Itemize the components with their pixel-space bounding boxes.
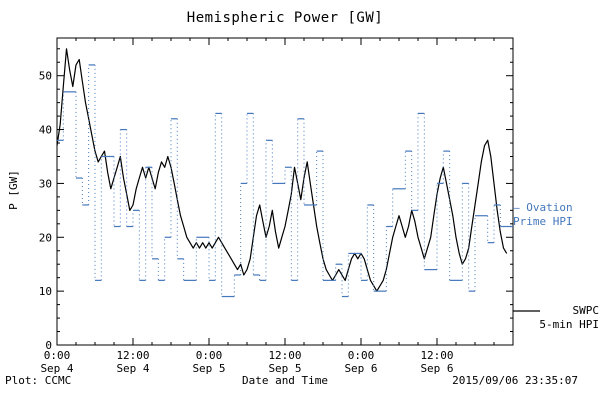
- svg-text:50: 50: [39, 70, 52, 83]
- svg-text:Sep 6: Sep 6: [420, 362, 453, 375]
- legend-ovation-line1: – Ovation: [513, 201, 573, 214]
- svg-text:12:00: 12:00: [268, 349, 301, 362]
- svg-text:Sep 4: Sep 4: [40, 362, 73, 375]
- svg-text:0:00: 0:00: [196, 349, 223, 362]
- svg-text:0: 0: [45, 339, 52, 352]
- svg-text:10: 10: [39, 285, 52, 298]
- svg-text:12:00: 12:00: [420, 349, 453, 362]
- legend-swpc: SWPC 5-min HPI: [513, 304, 599, 332]
- svg-text:30: 30: [39, 177, 52, 190]
- svg-text:20: 20: [39, 231, 52, 244]
- svg-text:Sep 6: Sep 6: [344, 362, 377, 375]
- svg-text:Sep 4: Sep 4: [116, 362, 149, 375]
- legend-ovation-line2: Prime HPI: [513, 215, 573, 228]
- svg-text:Sep 5: Sep 5: [192, 362, 225, 375]
- svg-text:0:00: 0:00: [44, 349, 71, 362]
- footer-timestamp: 2015/09/06 23:35:07: [452, 374, 578, 387]
- legend-ovation: – Ovation Prime HPI: [513, 201, 599, 229]
- svg-text:0:00: 0:00: [348, 349, 375, 362]
- svg-text:12:00: 12:00: [116, 349, 149, 362]
- svg-text:Sep 5: Sep 5: [268, 362, 301, 375]
- footer-plot-credit: Plot: CCMC: [5, 374, 72, 387]
- chart-title: Hemispheric Power [GW]: [186, 10, 384, 26]
- svg-text:40: 40: [39, 124, 52, 137]
- x-axis-label: Date and Time: [241, 374, 329, 387]
- legend-swpc-line1: SWPC: [572, 304, 600, 317]
- legend-swpc-line2: 5-min HPI: [539, 318, 599, 331]
